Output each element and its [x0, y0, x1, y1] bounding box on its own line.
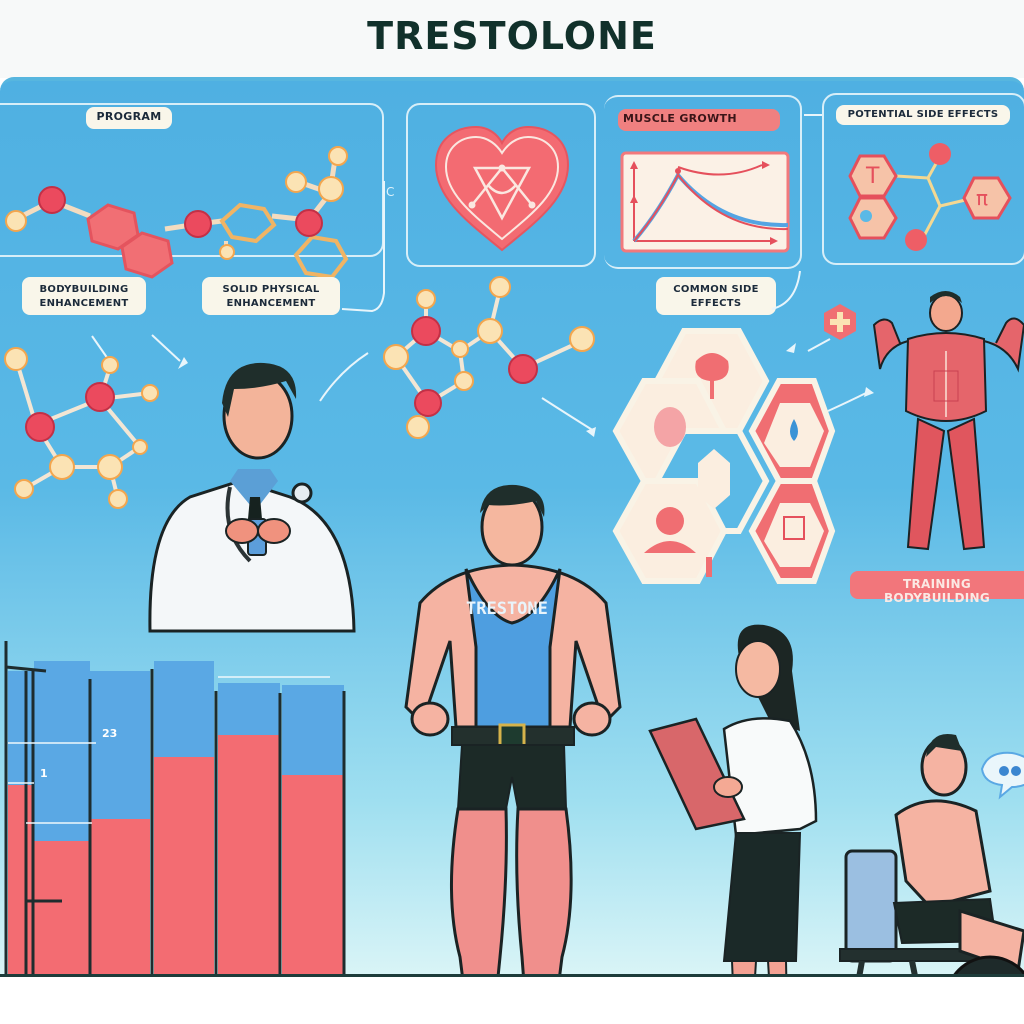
- muscle-growth-label: MUSCLE GROWTH: [618, 109, 780, 131]
- chart-tick-label-top: 23: [102, 727, 118, 740]
- floor-line: [0, 974, 1024, 978]
- floor: [0, 977, 1024, 1024]
- heart-panel: [406, 103, 596, 267]
- side-effects-hexagon-cluster: [612, 328, 836, 584]
- chart-tick-label-mid: 1: [40, 767, 48, 780]
- growth-line-chart: [620, 151, 790, 253]
- svg-text:T: T: [865, 164, 880, 189]
- shirt-text: TRESTONE: [466, 599, 548, 619]
- muscle-anatomy-figure: [872, 291, 1024, 551]
- panel-marker: C: [386, 185, 395, 199]
- physical-enhancement-label: SOLID PHYSICAL ENHANCEMENT: [202, 277, 340, 315]
- chart-bars: [8, 661, 344, 981]
- muscle-growth-panel: [604, 95, 802, 269]
- muscle-growth-text: MUSCLE GROWTH: [623, 112, 737, 125]
- connector-lines: [91, 114, 874, 437]
- plus-badge-icon: [824, 304, 856, 340]
- bodybuilder-figure: [404, 484, 622, 981]
- side-effects-molecule-icon: T π: [848, 143, 1012, 251]
- page-title: TRESTOLONE: [367, 14, 657, 58]
- side-effects-panel: [822, 93, 1024, 265]
- bodybuilding-enhancement-label: BODYBUILDING ENHANCEMENT: [22, 277, 146, 315]
- heart-icon: [434, 125, 570, 252]
- infographic-stage: PROGRAM C: [0, 77, 1024, 981]
- woman-figure: [648, 624, 818, 981]
- doctor-figure: [148, 362, 356, 633]
- training-bodybuilding-label: TRAINING BODYBUILDING: [850, 571, 1024, 605]
- program-label: PROGRAM: [86, 107, 172, 129]
- seated-man-figure: [839, 733, 1024, 981]
- molecule-icon-center: [383, 276, 595, 439]
- molecule-icon: [5, 146, 349, 280]
- side-effects-label: POTENTIAL SIDE EFFECTS: [836, 105, 1010, 125]
- title-bar: TRESTOLONE: [0, 0, 1024, 78]
- molecule-icon-left: [4, 347, 159, 509]
- molecule-panel: [0, 103, 384, 257]
- svg-text:π: π: [976, 186, 988, 210]
- bar-chart: [4, 641, 346, 981]
- common-side-effects-label: COMMON SIDE EFFECTS: [656, 277, 776, 315]
